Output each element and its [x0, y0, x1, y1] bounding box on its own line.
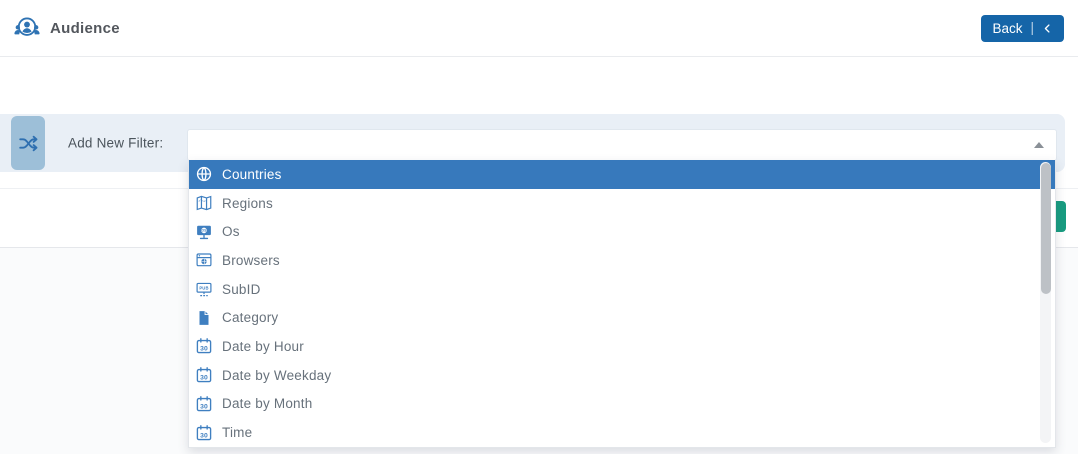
pub-window-icon	[195, 280, 213, 298]
filter-select[interactable]	[188, 130, 1056, 160]
dropdown-option-label: SubID	[222, 281, 261, 297]
map-icon	[195, 194, 213, 212]
caret-up-icon	[1034, 142, 1044, 148]
dropdown-scrollbar-thumb[interactable]	[1040, 163, 1051, 294]
dropdown-option-browsers[interactable]: Browsers	[189, 246, 1055, 275]
back-button-separator: |	[1030, 19, 1034, 35]
dropdown-option-os[interactable]: Os	[189, 217, 1055, 246]
dropdown-option-date-by-hour[interactable]: Date by Hour	[189, 332, 1055, 361]
dropdown-option-subid[interactable]: SubID	[189, 275, 1055, 304]
document-icon	[195, 309, 213, 327]
shuffle-icon	[18, 133, 39, 154]
audience-icon	[14, 15, 40, 41]
dropdown-scrollbar-track[interactable]	[1040, 162, 1051, 443]
dropdown-option-date-by-weekday[interactable]: Date by Weekday	[189, 361, 1055, 390]
dropdown-option-label: Regions	[222, 195, 273, 211]
header-left: Audience	[14, 15, 120, 41]
dropdown-option-label: Browsers	[222, 252, 280, 268]
dropdown-option-time[interactable]: Time	[189, 418, 1055, 447]
calendar-icon	[195, 395, 213, 413]
dropdown-option-regions[interactable]: Regions	[189, 189, 1055, 218]
filter-dropdown: Countries Regions Os Browsers SubID Cate…	[188, 160, 1056, 448]
dropdown-option-date-by-month[interactable]: Date by Month	[189, 390, 1055, 419]
back-button-label: Back	[992, 20, 1023, 36]
calendar-icon	[195, 337, 213, 355]
shuffle-icon-button[interactable]	[11, 116, 45, 170]
filter-label: Add New Filter:	[68, 135, 164, 151]
dropdown-option-label: Os	[222, 224, 240, 240]
dropdown-option-countries[interactable]: Countries	[189, 160, 1055, 189]
calendar-icon	[195, 424, 213, 442]
dropdown-option-category[interactable]: Category	[189, 303, 1055, 332]
dropdown-option-label: Category	[222, 310, 279, 326]
browser-globe-icon	[195, 251, 213, 269]
header: Audience Back |	[0, 0, 1078, 57]
dropdown-option-label: Date by Weekday	[222, 367, 332, 383]
page-title: Audience	[50, 19, 120, 37]
chevron-left-icon	[1042, 23, 1053, 34]
os-monitor-icon	[195, 223, 213, 241]
back-button[interactable]: Back |	[981, 14, 1064, 42]
dropdown-option-label: Countries	[222, 166, 282, 182]
calendar-icon	[195, 366, 213, 384]
dropdown-option-label: Date by Hour	[222, 338, 304, 354]
globe-icon	[195, 165, 213, 183]
dropdown-option-label: Time	[222, 425, 253, 441]
dropdown-option-label: Date by Month	[222, 396, 313, 412]
